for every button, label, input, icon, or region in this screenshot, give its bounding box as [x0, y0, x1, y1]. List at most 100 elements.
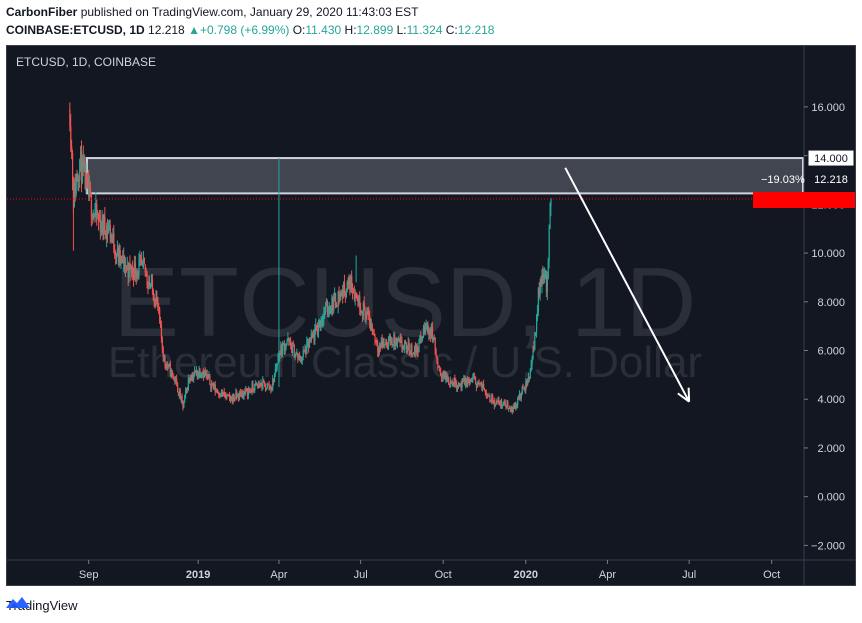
candle — [397, 335, 400, 342]
author-name[interactable]: CarbonFiber — [6, 5, 78, 19]
candle — [549, 202, 551, 230]
candle — [539, 278, 541, 301]
candle-body — [425, 325, 427, 327]
candle — [198, 365, 200, 379]
time-tick-label: Apr — [270, 569, 287, 581]
time-tick-label: 2019 — [186, 569, 210, 581]
candle — [467, 377, 470, 384]
candle — [415, 343, 417, 356]
candle-body — [491, 395, 493, 401]
candle — [143, 257, 146, 265]
candle-body — [534, 332, 536, 350]
candle — [101, 210, 103, 235]
candle-body — [411, 344, 413, 354]
candle — [242, 389, 244, 400]
candle-body — [231, 396, 233, 403]
candle-body — [217, 391, 219, 393]
candle — [490, 399, 492, 403]
candle-body — [396, 340, 399, 344]
candle — [501, 404, 504, 409]
candle-body — [362, 303, 365, 316]
candle — [354, 289, 356, 306]
candle — [69, 102, 71, 132]
candle — [401, 336, 403, 353]
candle-body — [354, 293, 356, 299]
candle — [200, 372, 202, 379]
candle-body — [317, 328, 319, 333]
candle — [519, 393, 522, 401]
candle — [257, 380, 260, 389]
candle-body — [257, 384, 260, 386]
candle-body — [311, 334, 313, 338]
chart-pane[interactable]: ETCUSD, 1D Ethereum Classic / U.S. Dolla… — [6, 45, 856, 586]
candle — [502, 401, 505, 406]
candle — [312, 330, 314, 338]
candle-body — [301, 356, 303, 361]
candle-body — [402, 346, 404, 349]
candle-body — [438, 366, 440, 368]
price-axis[interactable]: 16.00014.00012.00010.0008.0006.0004.0002… — [804, 102, 845, 552]
candle — [360, 302, 362, 317]
candle — [418, 338, 420, 353]
watermark-symbol: ETCUSD, 1D — [114, 247, 697, 357]
tradingview-logo-icon[interactable] — [6, 594, 30, 610]
candle-body — [121, 255, 123, 257]
candle-body — [155, 297, 157, 306]
candle — [131, 265, 133, 278]
candle — [349, 275, 351, 296]
candle — [503, 399, 505, 406]
candle — [422, 335, 424, 342]
candle — [99, 209, 102, 240]
candle-body — [303, 350, 305, 352]
candle — [352, 287, 355, 294]
candle-body — [69, 109, 71, 127]
candle-body — [508, 408, 510, 410]
candle — [422, 324, 425, 339]
candle-body — [373, 334, 375, 336]
pane-title: ETCUSD, 1D, COINBASE — [16, 55, 156, 69]
candle-body — [293, 345, 295, 358]
candle — [526, 379, 528, 388]
candle-body — [530, 364, 532, 370]
candle-body — [495, 400, 497, 405]
candle — [507, 399, 509, 410]
candle-body — [85, 173, 87, 190]
candle-body — [401, 341, 403, 349]
candle — [274, 363, 277, 378]
time-axis[interactable]: Sep 2019 Apr Jul Oct 2020 Apr Jul Oct — [79, 560, 780, 581]
candle-body — [501, 400, 503, 407]
candle — [193, 372, 195, 383]
candle-body — [159, 308, 161, 322]
candle — [323, 306, 325, 326]
candle — [399, 334, 401, 348]
candle-body — [153, 299, 155, 303]
candle — [491, 393, 493, 405]
candle-body — [102, 215, 104, 232]
candle — [212, 381, 215, 390]
candle — [232, 393, 234, 405]
candle-body — [375, 340, 377, 342]
candle — [361, 310, 363, 315]
candle-body — [406, 349, 408, 353]
time-tick-label: 2020 — [514, 569, 538, 581]
candle-body — [404, 341, 406, 349]
candle — [413, 345, 416, 357]
change-value: +0.798 (+6.99%) — [199, 23, 290, 37]
candle-body — [467, 379, 470, 381]
chart-svg[interactable]: ETCUSD, 1D Ethereum Classic / U.S. Dolla… — [7, 46, 855, 585]
published-text: published on TradingView.com, January 29… — [80, 5, 419, 19]
candle — [465, 376, 467, 389]
candle-body — [266, 384, 268, 389]
candle-body — [455, 382, 457, 385]
candle-body — [419, 336, 421, 340]
candle — [213, 382, 216, 391]
candle — [192, 371, 194, 382]
candle — [325, 301, 327, 315]
candle — [548, 224, 550, 269]
candle-body — [99, 220, 102, 233]
candle — [87, 172, 89, 190]
candle-body — [383, 341, 385, 345]
candle-body — [527, 380, 529, 386]
candle — [230, 396, 233, 402]
candle — [78, 175, 80, 192]
